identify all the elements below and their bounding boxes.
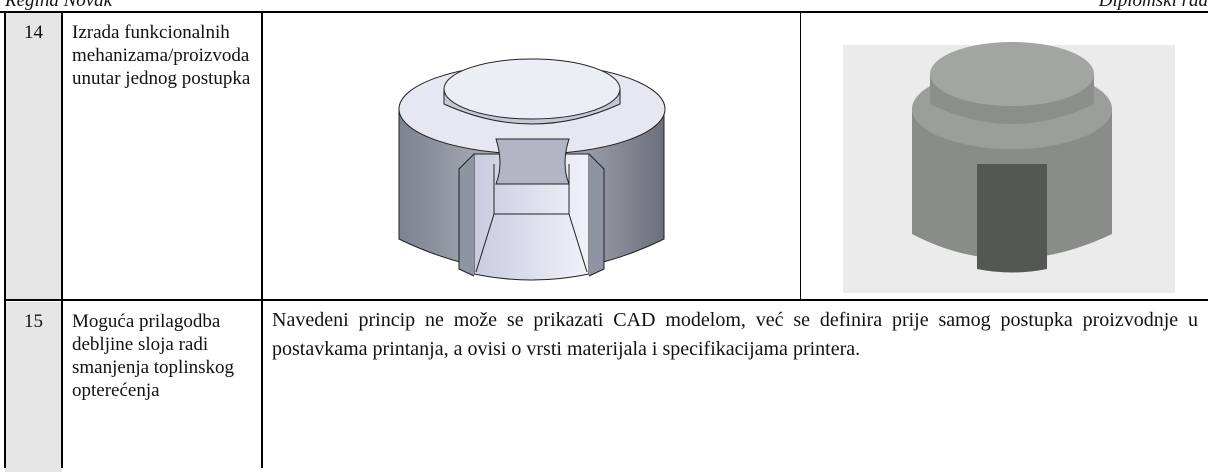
table-border (4, 299, 1208, 301)
table-border (800, 11, 801, 300)
row-number: 15 (5, 302, 62, 472)
row-description: Moguća prilagodba debljine sloja radi sm… (72, 311, 235, 401)
table-border (4, 11, 6, 468)
table-border (61, 11, 63, 468)
header-author: Regina Novak (5, 0, 113, 11)
cad-model-image (398, 58, 666, 281)
header-title: Diplomski rad (1098, 0, 1208, 11)
header-rule (0, 11, 1208, 13)
row-text: Navedeni princip ne može se prikazati CA… (272, 309, 1198, 360)
printed-model-photo (843, 42, 1175, 293)
row-description: Izrada funkcionalnih mehanizama/proizvod… (72, 22, 251, 89)
table-border (261, 11, 263, 468)
row-number: 14 (5, 13, 62, 300)
